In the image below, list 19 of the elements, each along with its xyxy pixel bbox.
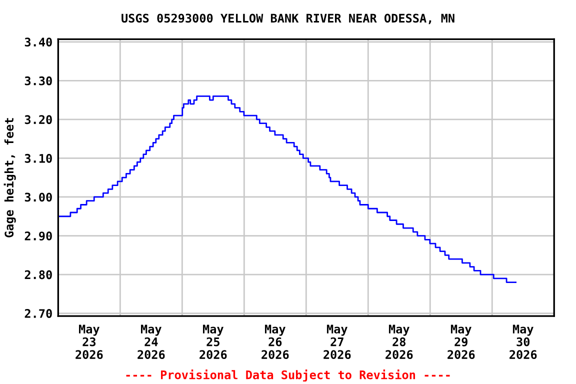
y-axis-title: Gage height, feet — [4, 118, 16, 238]
y-tick-label: 3.10 — [24, 154, 52, 163]
y-tick-label: 2.90 — [24, 231, 52, 240]
y-tick-label: 3.30 — [24, 76, 52, 86]
x-tick-label: May 30 2026 — [510, 324, 537, 360]
x-tick-label: May 29 2026 — [448, 324, 475, 360]
x-tick-label: May 28 2026 — [386, 324, 413, 360]
x-tick-label: May 26 2026 — [262, 324, 289, 360]
y-tick-label: 3.20 — [24, 115, 52, 124]
y-tick-label: 3.40 — [24, 38, 52, 47]
chart-title: USGS 05293000 YELLOW BANK RIVER NEAR ODESSA, MN — [122, 14, 454, 24]
x-tick-label: May 27 2026 — [324, 324, 351, 360]
y-tick-label: 3.00 — [24, 192, 52, 202]
x-tick-label: May 25 2026 — [200, 324, 227, 360]
x-tick-label: May 24 2026 — [138, 324, 165, 360]
y-tick-label: 2.70 — [24, 309, 52, 318]
x-tick-label: May 23 2026 — [76, 324, 103, 360]
text: ---- Provisional Data Subject to Revision ---- — [126, 370, 450, 382]
y-tick-label: 2.80 — [24, 270, 52, 280]
